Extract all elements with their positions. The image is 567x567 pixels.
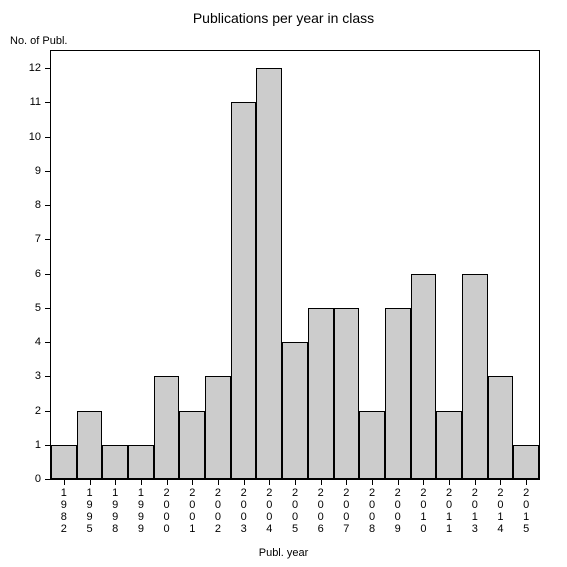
x-tick-label: 2 0 0 3 [239,487,249,535]
x-tick-label: 2 0 1 3 [470,487,480,535]
x-tick-label: 2 0 0 5 [290,487,300,535]
x-tick [346,479,347,485]
x-tick [475,479,476,485]
bar [411,274,437,479]
x-tick [423,479,424,485]
x-tick-label: 2 0 0 2 [213,487,223,535]
bar [462,274,488,479]
y-tick [45,342,51,343]
y-tick-label: 11 [30,96,41,108]
x-axis-label: Publ. year [0,547,567,559]
bar [513,445,539,479]
y-tick [45,102,51,103]
x-tick-label: 2 0 1 0 [418,487,428,535]
x-tick [192,479,193,485]
chart-container: Publications per year in class No. of Pu… [0,0,567,567]
x-tick-label: 2 0 0 6 [316,487,326,535]
x-tick [115,479,116,485]
y-tick [45,376,51,377]
bar [51,445,77,479]
bar [282,342,308,479]
x-tick [372,479,373,485]
x-tick-label: 1 9 8 2 [59,487,69,535]
y-tick-label: 0 [35,473,41,485]
bar [436,411,462,479]
y-axis-label: No. of Publ. [10,35,67,47]
bar [256,68,282,479]
y-tick [45,68,51,69]
x-tick-label: 2 0 1 4 [495,487,505,535]
bar [359,411,385,479]
x-tick [167,479,168,485]
y-tick-label: 4 [35,336,41,348]
bar [154,376,180,479]
x-tick-label: 2 0 0 0 [162,487,172,535]
plot-area: 01234567891011121 9 8 21 9 9 51 9 9 81 9… [50,50,540,480]
x-tick [526,479,527,485]
x-tick [64,479,65,485]
x-tick [218,479,219,485]
x-tick-label: 1 9 9 8 [110,487,120,535]
y-tick [45,411,51,412]
x-tick-label: 1 9 9 5 [85,487,95,535]
x-tick-label: 2 0 1 1 [444,487,454,535]
bar [179,411,205,479]
x-tick [244,479,245,485]
y-tick [45,274,51,275]
x-tick-label: 2 0 0 8 [367,487,377,535]
y-tick-label: 6 [35,268,41,280]
x-tick-label: 2 0 1 5 [521,487,531,535]
y-tick-label: 9 [35,165,41,177]
x-tick-label: 2 0 0 7 [341,487,351,535]
bar [128,445,154,479]
x-tick-label: 2 0 0 1 [187,487,197,535]
bar [334,308,360,479]
bar [308,308,334,479]
x-tick [90,479,91,485]
bar [205,376,231,479]
chart-title: Publications per year in class [0,10,567,26]
bar [385,308,411,479]
y-tick [45,137,51,138]
y-tick-label: 2 [35,405,41,417]
y-tick-label: 1 [35,439,41,451]
x-tick-label: 1 9 9 9 [136,487,146,535]
x-tick [449,479,450,485]
y-tick-label: 8 [35,199,41,211]
bar [77,411,103,479]
x-tick-label: 2 0 0 4 [264,487,274,535]
y-tick-label: 5 [35,302,41,314]
bar [488,376,514,479]
x-tick [269,479,270,485]
x-tick [500,479,501,485]
x-tick [321,479,322,485]
y-tick [45,479,51,480]
x-tick-label: 2 0 0 9 [393,487,403,535]
x-tick [295,479,296,485]
y-tick-label: 7 [35,233,41,245]
y-tick [45,308,51,309]
y-tick [45,205,51,206]
x-tick [141,479,142,485]
bar [231,102,257,479]
bar [102,445,128,479]
y-tick [45,239,51,240]
y-tick-label: 3 [35,370,41,382]
y-tick-label: 10 [29,131,41,143]
y-tick [45,171,51,172]
y-tick-label: 12 [29,62,41,74]
x-tick [398,479,399,485]
